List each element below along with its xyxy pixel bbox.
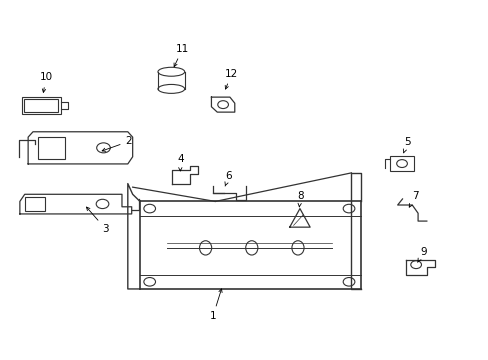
Text: 8: 8 (297, 191, 303, 207)
Text: 9: 9 (417, 247, 426, 262)
Ellipse shape (291, 241, 304, 255)
Bar (22, 97, 61, 114)
Ellipse shape (245, 241, 257, 255)
Text: 11: 11 (174, 44, 189, 67)
Text: 5: 5 (403, 138, 410, 153)
Text: 3: 3 (86, 207, 109, 234)
Text: 10: 10 (40, 72, 53, 93)
Bar (24, 99, 58, 112)
Text: 12: 12 (225, 68, 238, 89)
Ellipse shape (199, 241, 211, 255)
Text: 1: 1 (209, 289, 222, 321)
Bar (389, 156, 413, 171)
Bar (38, 137, 64, 158)
Text: 6: 6 (224, 171, 232, 186)
Text: 4: 4 (177, 154, 183, 171)
Text: 2: 2 (102, 136, 132, 151)
Ellipse shape (158, 85, 184, 93)
Ellipse shape (158, 67, 184, 76)
Text: 7: 7 (408, 191, 418, 207)
Bar (25, 197, 45, 211)
